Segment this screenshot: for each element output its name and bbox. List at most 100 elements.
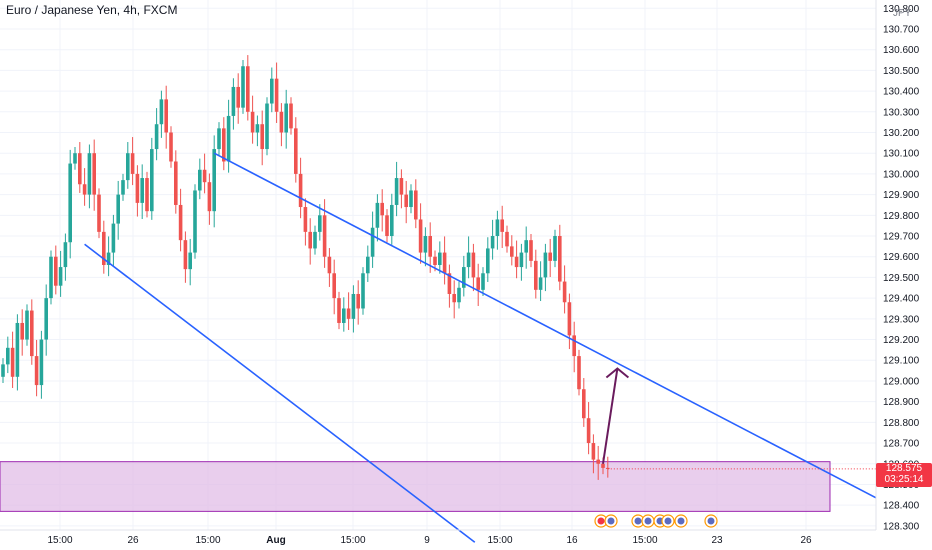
time-axis-tick: 26 xyxy=(127,535,139,546)
time-axis-tick: Aug xyxy=(266,535,285,546)
candle-body xyxy=(212,149,216,212)
candle-body xyxy=(159,99,164,125)
candle-body xyxy=(327,256,332,274)
time-axis-tick: 9 xyxy=(424,535,430,546)
price-axis-tick: 129.400 xyxy=(883,294,920,305)
price-axis-tick: 130.600 xyxy=(883,45,920,56)
candle-body xyxy=(404,194,408,208)
candle-body xyxy=(514,256,519,268)
candle-body xyxy=(207,182,212,212)
candle-body xyxy=(476,277,480,290)
event-marker-dot xyxy=(597,517,605,525)
time-axis-tick: 15:00 xyxy=(487,535,512,546)
candle-body xyxy=(591,443,596,460)
price-axis-tick: 130.500 xyxy=(883,66,920,77)
candle-body xyxy=(342,308,346,323)
candle-body xyxy=(111,223,116,253)
price-axis-tick: 129.000 xyxy=(883,376,920,387)
time-axis-tick: 26 xyxy=(800,535,812,546)
current-price-label: 128.575 xyxy=(885,463,923,474)
candle-body xyxy=(6,347,10,365)
candle-body xyxy=(121,180,125,195)
candle-body xyxy=(481,273,485,290)
price-axis-tick: 128.700 xyxy=(883,439,920,450)
candle-body xyxy=(126,153,130,181)
candle-body xyxy=(289,103,293,129)
candle-body xyxy=(313,231,317,249)
candle-body xyxy=(58,267,63,286)
candle-body xyxy=(582,389,586,419)
current-price-badge: 128.575 03:25:14 xyxy=(876,463,932,487)
time-axis-tick: 23 xyxy=(711,535,723,546)
candle-body xyxy=(73,153,77,164)
event-marker-dot xyxy=(634,517,642,525)
candle-body xyxy=(500,219,504,232)
candle-body xyxy=(577,356,581,390)
candle-body xyxy=(558,236,562,282)
chart-title: Euro / Japanese Yen, 4h, FXCM xyxy=(6,3,178,17)
candle-body xyxy=(92,153,96,195)
support-zone xyxy=(0,461,831,512)
time-axis-tick: 15:00 xyxy=(195,535,220,546)
candle-body xyxy=(222,128,226,162)
price-axis-tick: 130.000 xyxy=(883,169,920,180)
candle-body xyxy=(106,252,111,265)
candle-body xyxy=(169,132,173,162)
candle-body xyxy=(442,252,447,274)
candle-body xyxy=(274,78,279,112)
candle-body xyxy=(495,219,500,237)
candle-body xyxy=(140,178,144,203)
candle-body xyxy=(25,310,29,340)
candle-body xyxy=(260,124,264,150)
price-axis-tick: 128.800 xyxy=(883,418,920,429)
time-axis-tick: 15:00 xyxy=(47,535,72,546)
candle-body xyxy=(361,273,365,309)
candle-body xyxy=(63,242,68,268)
candle-body xyxy=(538,277,543,290)
candle-body xyxy=(116,194,120,224)
time-axis-tick: 15:00 xyxy=(632,535,657,546)
candle-body xyxy=(202,169,207,183)
candle-body xyxy=(462,267,466,288)
candle-body xyxy=(174,161,178,205)
candle-body xyxy=(15,322,20,377)
candle-body xyxy=(82,184,87,195)
candle-body xyxy=(428,236,432,257)
candle-body xyxy=(236,86,240,108)
price-axis-tick: 129.900 xyxy=(883,190,920,201)
candle-body xyxy=(183,240,188,270)
candle-body xyxy=(178,204,183,241)
candle-body xyxy=(529,240,533,261)
candle-body xyxy=(385,215,389,237)
candle-body xyxy=(466,252,471,268)
candle-body xyxy=(486,248,490,274)
price-axis-tick: 128.900 xyxy=(883,397,920,408)
candle-body xyxy=(54,256,58,286)
projection-arrow-head xyxy=(605,367,630,379)
event-marker-dot xyxy=(707,517,715,525)
candle-body xyxy=(145,178,149,212)
candle-body xyxy=(231,86,236,116)
candle-body xyxy=(519,252,524,268)
candle-body xyxy=(351,293,356,319)
projection-arrow xyxy=(602,368,619,464)
price-axis-tick: 129.300 xyxy=(883,314,920,325)
candle-body xyxy=(34,356,39,386)
candle-body xyxy=(78,153,82,185)
candle-body xyxy=(255,124,260,133)
candle-body xyxy=(438,252,442,265)
candle-body xyxy=(198,169,202,191)
candle-body xyxy=(380,202,384,216)
candle-body xyxy=(606,467,610,469)
candle-body xyxy=(332,273,336,299)
price-axis-tick: 130.300 xyxy=(883,107,920,118)
candle-body xyxy=(97,194,101,232)
candle-body xyxy=(562,281,567,303)
candle-body xyxy=(217,128,221,150)
candle-body xyxy=(20,322,24,340)
candle-body xyxy=(418,219,423,253)
candle-body xyxy=(346,308,351,319)
price-axis-tick: 129.200 xyxy=(883,335,920,346)
